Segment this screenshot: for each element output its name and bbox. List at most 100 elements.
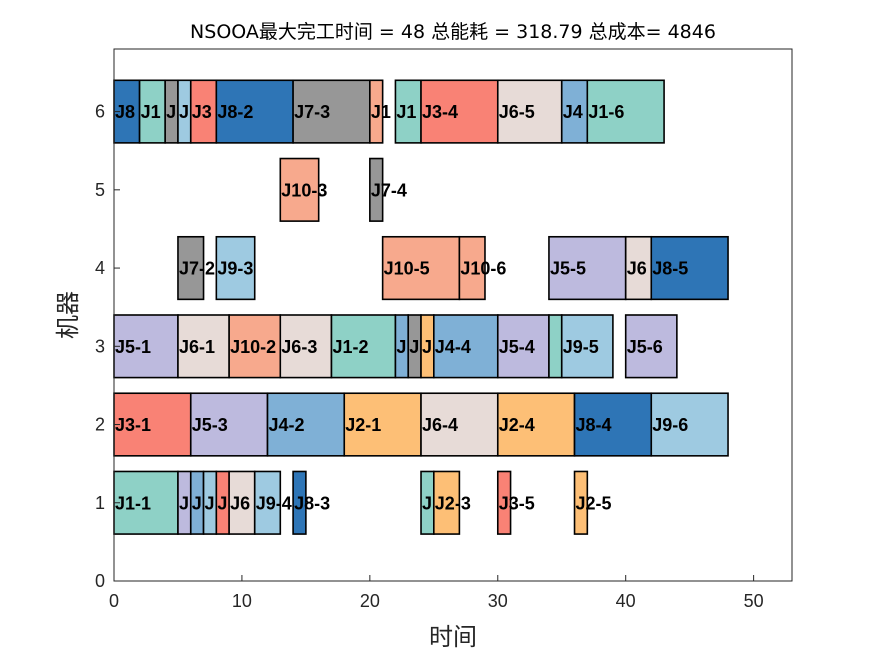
task-label-m1-49: J9-4: [256, 493, 292, 513]
y-axis-label: 机器: [54, 291, 82, 339]
task-bar-m1-43: [113, 470, 179, 535]
task-bar-m3-24: [228, 314, 282, 379]
task-bar-m3-22: [113, 314, 179, 379]
task-bar-m6-10: [496, 79, 563, 144]
task-bar-m1-48: [228, 470, 256, 535]
task-label-m4-20: J6: [627, 259, 647, 279]
plot-frame: [113, 48, 793, 582]
task-label-m3-29: J: [422, 337, 432, 357]
task-label-m1-46: J: [205, 493, 215, 513]
task-label-m1-51: J: [422, 493, 432, 513]
task-label-m6-4: J3: [192, 102, 212, 122]
task-label-m3-25: J6-3: [281, 337, 317, 357]
task-label-m2-35: J3-1: [115, 415, 151, 435]
task-label-m6-8: J1: [396, 102, 416, 122]
task-bar-m4-17: [381, 235, 461, 301]
task-label-m2-42: J9-6: [652, 415, 688, 435]
task-bar-m2-42: [650, 392, 729, 457]
task-label-m6-3: J: [179, 102, 189, 122]
task-label-m1-47: J: [217, 493, 227, 513]
task-label-m3-26: J1-2: [332, 337, 368, 357]
task-label-m3-24: J10-2: [230, 337, 276, 357]
task-bar-m2-36: [189, 392, 269, 457]
task-label-m2-37: J4-2: [269, 415, 305, 435]
task-label-m6-5: J8-2: [217, 102, 253, 122]
task-bar-m3-26: [330, 314, 397, 379]
task-bar-m4-19: [548, 235, 627, 301]
task-label-m6-6: J7-3: [294, 102, 330, 122]
task-bar-m2-37: [266, 392, 346, 457]
task-bar-m2-38: [343, 392, 422, 457]
task-bar-m4-21: [650, 235, 729, 301]
task-label-m1-48: J6: [230, 493, 250, 513]
task-label-m6-11: J4: [563, 102, 583, 122]
task-label-m1-45: J: [192, 493, 202, 513]
task-label-m4-18: J10-6: [460, 259, 506, 279]
task-bar-m3-23: [177, 314, 230, 379]
task-bar-m6-5: [215, 79, 294, 144]
task-label-m2-41: J8-4: [576, 415, 612, 435]
x-tick-label: 10: [232, 591, 252, 611]
task-label-m4-19: J5-5: [550, 259, 586, 279]
task-label-m6-2: J: [166, 102, 176, 122]
task-label-m2-38: J2-1: [345, 415, 381, 435]
task-bar-m3-30: [433, 314, 499, 379]
task-label-m6-0: J8: [115, 102, 135, 122]
x-tick-label: 30: [488, 591, 508, 611]
task-bar-m2-41: [573, 392, 653, 457]
task-bar-m6-7: [369, 79, 384, 144]
task-bar-m1-54: [573, 470, 589, 535]
task-label-m6-10: J6-5: [499, 102, 535, 122]
task-label-m1-52: J2-3: [435, 493, 471, 513]
task-label-m1-54: J2-5: [576, 493, 612, 513]
task-bar-m2-40: [496, 392, 576, 457]
task-label-m2-40: J2-4: [499, 415, 535, 435]
task-label-m5-13: J10-3: [281, 180, 327, 200]
x-tick-label: 50: [744, 591, 764, 611]
task-bar-m6-12: [586, 79, 665, 144]
task-bar-m4-18: [458, 235, 486, 301]
task-bar-m3-25: [279, 314, 333, 379]
task-bar-m6-9: [420, 79, 499, 144]
task-bar-m1-53: [496, 470, 512, 535]
task-label-m1-53: J3-5: [499, 493, 535, 513]
task-label-m3-34: J5-6: [627, 337, 663, 357]
x-axis: 0 10 20 30 40 50: [109, 575, 764, 611]
y-tick-label: 2: [95, 415, 105, 435]
y-tick-label: 4: [95, 258, 105, 278]
task-label-m6-9: J3-4: [422, 102, 458, 122]
y-tick-label: 3: [95, 336, 105, 356]
task-bar-m6-6: [292, 79, 371, 144]
x-tick-label: 40: [616, 591, 636, 611]
task-label-m3-23: J6-1: [179, 337, 215, 357]
y-axis: 0 1 2 3 4 5 6: [95, 102, 120, 591]
task-label-m1-50: J8-3: [294, 493, 330, 513]
task-bar-m3-34: [624, 314, 678, 379]
task-bar-m3-32: [548, 314, 563, 379]
task-label-m4-16: J9-3: [217, 259, 253, 279]
task-label-m3-31: J5-4: [499, 337, 535, 357]
y-tick-label: 6: [95, 102, 105, 122]
task-label-m2-39: J6-4: [422, 415, 458, 435]
task-label-m1-43: J1-1: [115, 493, 151, 513]
task-bar-m2-39: [420, 392, 499, 457]
x-tick-label: 20: [360, 591, 380, 611]
task-bar-m6-8: [394, 79, 422, 144]
task-bar-m4-15: [177, 235, 205, 301]
chart-title: NSOOA最大完工时间 = 48 总能耗 = 318.79 总成本= 4846: [190, 21, 716, 43]
task-bar-m5-13: [279, 157, 320, 222]
task-label-m3-33: J9-5: [563, 337, 599, 357]
task-label-m3-22: J5-1: [115, 337, 151, 357]
task-label-m2-36: J5-3: [192, 415, 228, 435]
y-tick-label: 5: [95, 180, 105, 200]
task-label-m4-21: J8-5: [652, 259, 688, 279]
task-label-m1-44: J: [179, 493, 189, 513]
task-bar-m3-33: [560, 314, 614, 379]
y-tick-label: 1: [95, 493, 105, 513]
task-label-m5-14: J7-4: [371, 180, 407, 200]
task-bar-m6-4: [189, 79, 218, 144]
task-label-m3-27: J: [396, 337, 406, 357]
task-label-m6-7: J1: [371, 102, 391, 122]
task-bar-m2-35: [113, 392, 192, 457]
